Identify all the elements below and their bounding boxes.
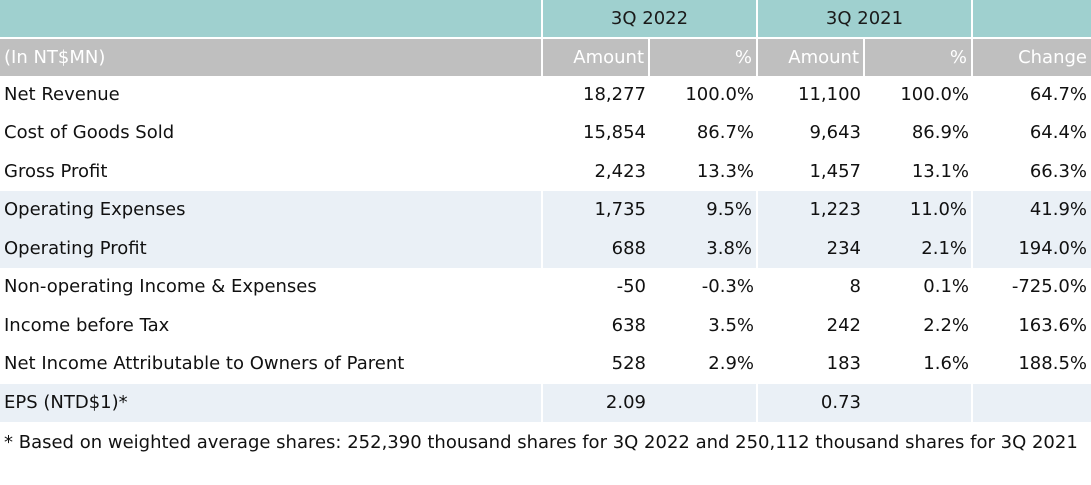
col-header-pct-2021: %: [865, 37, 973, 76]
cell-amount-2021: 234: [758, 229, 865, 268]
cell-change: 194.0%: [973, 229, 1091, 268]
cell-amount-2021: 1,223: [758, 191, 865, 230]
cell-amount-2022: 638: [611, 314, 646, 336]
cell-amount-2022: 1,735: [543, 191, 650, 230]
cell-amount-2021: 1,457: [809, 160, 861, 182]
col-header-change: Change: [973, 37, 1091, 76]
cell-pct-2022: 3.8%: [650, 229, 758, 268]
header-change-blank: [973, 0, 1091, 37]
cell-change: 64.4%: [1029, 122, 1087, 143]
cell-pct-2022: 9.5%: [650, 191, 758, 230]
col-header-amount-2021: Amount: [758, 37, 865, 76]
cell-pct-2022: [650, 383, 758, 422]
row-label: Gross Profit: [4, 160, 108, 182]
cell-amount-2021: 9,643: [809, 122, 861, 143]
cell-pct-2022: 13.3%: [696, 160, 754, 182]
cell-change: 188.5%: [1018, 353, 1087, 374]
header-blank: [0, 0, 543, 37]
cell-pct-2021: 11.0%: [865, 191, 973, 230]
row-label: EPS (NTD$1)*: [0, 383, 543, 422]
cell-change: 163.6%: [1018, 314, 1087, 336]
cell-amount-2022: 688: [543, 229, 650, 268]
cell-change: 41.9%: [973, 191, 1091, 230]
row-label: Net Revenue: [4, 83, 120, 105]
col-header-amount-2022: Amount: [543, 37, 650, 76]
cell-pct-2022: 100.0%: [685, 83, 754, 105]
cell-change: 66.3%: [1029, 160, 1087, 182]
row-label: Income before Tax: [4, 314, 170, 336]
unit-label: (In NT$MN): [0, 37, 543, 76]
cell-pct-2022: 3.5%: [708, 314, 754, 336]
cell-pct-2021: [865, 383, 973, 422]
cell-pct-2022: 2.9%: [708, 353, 754, 374]
cell-amount-2022: 2,423: [594, 160, 646, 182]
cell-amount-2021: 242: [826, 314, 861, 336]
row-label: Net Income Attributable to Owners of Par…: [4, 353, 405, 374]
cell-change: [973, 383, 1091, 422]
cell-pct-2021: 1.6%: [923, 353, 969, 374]
cell-amount-2022: 2.09: [543, 383, 650, 422]
cell-amount-2022: 18,277: [583, 83, 646, 105]
cell-amount-2021: 11,100: [798, 83, 861, 105]
col-header-pct-2022: %: [650, 37, 758, 76]
cell-pct-2021: 2.2%: [923, 314, 969, 336]
cell-amount-2022: -50: [616, 276, 646, 297]
row-label: Operating Expenses: [0, 191, 543, 230]
cell-pct-2021: 13.1%: [911, 160, 969, 182]
cell-amount-2022: 528: [611, 353, 646, 374]
cell-amount-2021: 183: [826, 353, 861, 374]
cell-amount-2022: 15,854: [583, 122, 646, 143]
row-label: Cost of Goods Sold: [4, 122, 175, 143]
cell-pct-2021: 86.9%: [911, 122, 969, 143]
cell-change: 64.7%: [1029, 83, 1087, 105]
header-period-3q2022: 3Q 2022: [543, 0, 758, 37]
cell-amount-2021: 0.73: [758, 383, 865, 422]
row-label: Operating Profit: [0, 229, 543, 268]
row-label: Non-operating Income & Expenses: [4, 276, 317, 297]
cell-amount-2021: 8: [849, 276, 861, 297]
footnote: * Based on weighted average shares: 252,…: [4, 432, 1078, 453]
cell-change: -725.0%: [1011, 276, 1087, 297]
header-period-3q2021: 3Q 2021: [758, 0, 973, 37]
cell-pct-2021: 2.1%: [865, 229, 973, 268]
cell-pct-2021: 0.1%: [923, 276, 969, 297]
income-statement-table: 3Q 2022 3Q 2021 (In NT$MN) Amount % Amou…: [0, 0, 1091, 422]
cell-pct-2022: 86.7%: [696, 122, 754, 143]
cell-pct-2022: -0.3%: [701, 276, 754, 297]
cell-pct-2021: 100.0%: [900, 83, 969, 105]
